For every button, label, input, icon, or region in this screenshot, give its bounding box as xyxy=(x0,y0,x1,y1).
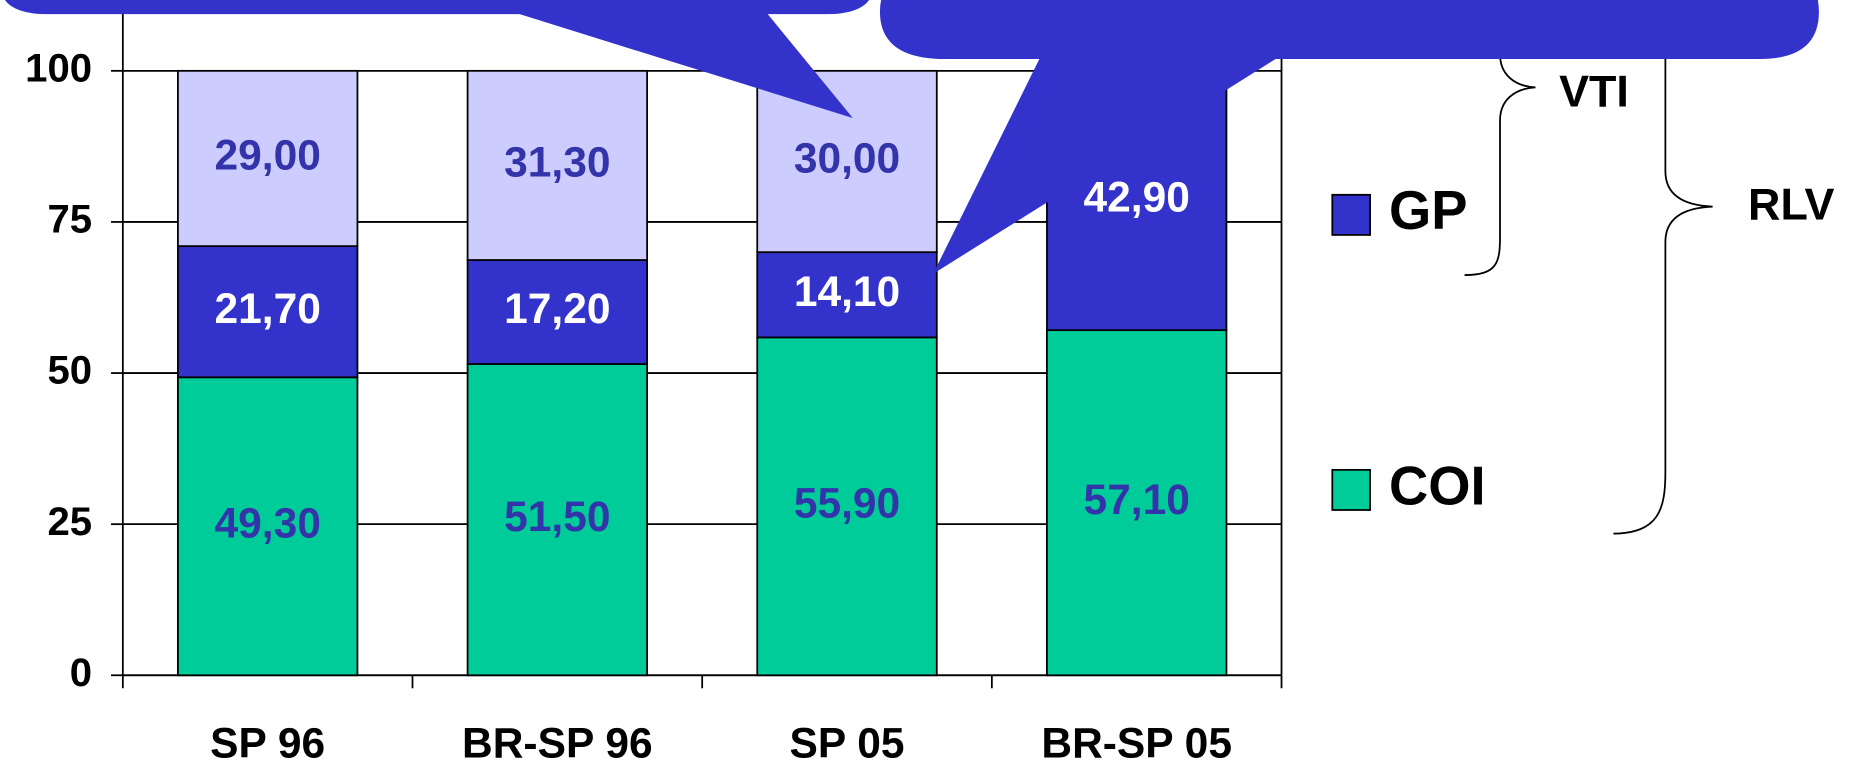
data-label: 42,90 xyxy=(1083,175,1189,222)
bar-segment xyxy=(466,69,648,261)
y-tick-label: 50 xyxy=(47,348,92,393)
brace xyxy=(1613,35,1713,535)
legend-label: GP xyxy=(1389,180,1467,241)
y-tick-label: 100 xyxy=(25,45,92,90)
data-label: 49,30 xyxy=(214,501,320,548)
data-label: 31,30 xyxy=(504,140,610,187)
data-label: 51,50 xyxy=(504,494,610,541)
bar-segment xyxy=(177,376,359,677)
data-label: 14,10 xyxy=(794,269,900,316)
bar-segment xyxy=(1046,329,1228,677)
x-tick-label: BR-SP 96 xyxy=(462,720,653,765)
bar-segment xyxy=(466,363,648,677)
x-tick-label: BR-SP 05 xyxy=(1041,720,1232,765)
annotation: VTI xyxy=(1559,65,1629,116)
legend-label: COI xyxy=(1389,455,1486,516)
y-tick-label: 75 xyxy=(47,197,92,242)
data-label: 55,90 xyxy=(794,481,900,528)
bar-segment xyxy=(756,69,938,254)
bar-segment xyxy=(756,251,938,339)
data-label: 17,20 xyxy=(504,286,610,333)
legend-swatch xyxy=(1331,193,1371,236)
data-label: 57,10 xyxy=(1083,477,1189,524)
callout xyxy=(4,0,870,119)
bar-segment xyxy=(466,259,648,365)
x-tick-label: SP 96 xyxy=(210,720,325,765)
legend-swatch xyxy=(1331,468,1371,511)
y-tick-label: 25 xyxy=(47,499,92,544)
bar-segment xyxy=(177,69,359,248)
bar-segment xyxy=(756,336,938,677)
brace xyxy=(1464,47,1536,276)
plot-area: 0 25 50 75 100 SP 96 49,30 21,70 29,00 BR-SP 96 51… xyxy=(25,10,1283,765)
data-label: 30,00 xyxy=(794,136,900,183)
data-label: 29,00 xyxy=(214,133,320,180)
legend: COI GP xyxy=(1331,180,1486,516)
callout xyxy=(879,0,1819,274)
annotation: RLV xyxy=(1748,179,1834,230)
data-label: 21,70 xyxy=(214,286,320,333)
y-tick-label: 0 xyxy=(70,650,92,695)
x-tick-label: SP 05 xyxy=(789,720,904,765)
